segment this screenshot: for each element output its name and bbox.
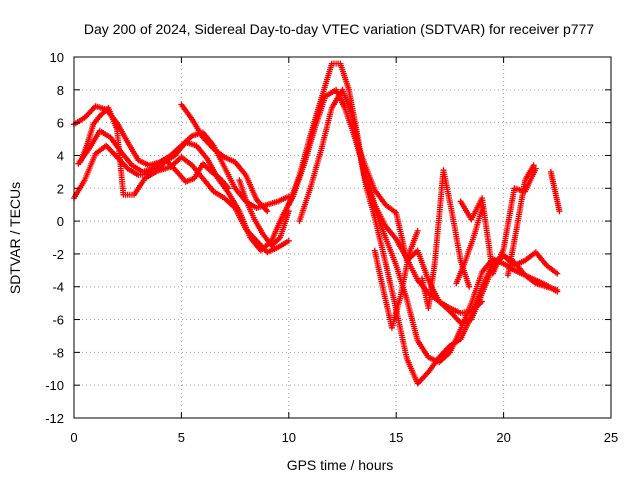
y-tick-label: -6 [52,313,64,328]
series-markers [457,165,539,277]
chart-title: Day 200 of 2024, Sidereal Day-to-day VTE… [84,21,594,37]
y-tick-label: -8 [52,345,64,360]
grid-layer [74,57,611,418]
y-tick-label: 10 [50,50,64,65]
series-markers [236,177,292,249]
y-tick-label: -4 [52,280,64,295]
series-markers [77,104,232,198]
series-track-12 [457,165,539,277]
y-tick-label: -12 [45,411,64,426]
data-layer [71,60,563,387]
series-track-5 [296,86,561,366]
x-tick-label: 0 [70,430,77,445]
series-track-11 [419,167,473,312]
series-track-8 [178,101,271,215]
y-axis-label: SDTVAR / TECUs [7,182,23,294]
y-tick-label: 8 [57,83,64,98]
y-tick-label: 4 [57,148,64,163]
series-track-14 [504,162,537,279]
y-tick-label: 6 [57,116,64,131]
y-tick-label: -10 [45,378,64,393]
plot-frame [73,56,612,419]
x-tick-label: 15 [389,430,403,445]
x-tick-label: 5 [178,430,185,445]
series-markers [178,101,271,215]
y-tick-label: 2 [57,181,64,196]
y-tick-label: -2 [52,247,64,262]
series-markers [504,162,537,279]
series-track-7 [77,104,232,198]
series-track-13 [453,205,486,287]
series-markers [371,227,421,331]
series-track-15 [547,168,563,215]
series-markers [547,168,563,215]
series-track-9 [236,177,292,249]
series-markers [453,205,486,287]
x-tick-label: 25 [604,430,618,445]
series-track-10 [371,227,421,331]
x-axis-label: GPS time / hours [287,457,394,473]
series-track-3 [71,142,292,256]
series-markers [71,142,292,256]
x-tick-label: 20 [496,430,510,445]
x-tick-label: 10 [282,430,296,445]
tick-layer: 0 5 10 15 20 25 -12 -10 -8 -6 -4 -2 0 2 4 6 8 10 [45,50,618,445]
series-markers [419,167,473,312]
series-markers [296,86,561,366]
y-tick-label: 0 [57,214,64,229]
